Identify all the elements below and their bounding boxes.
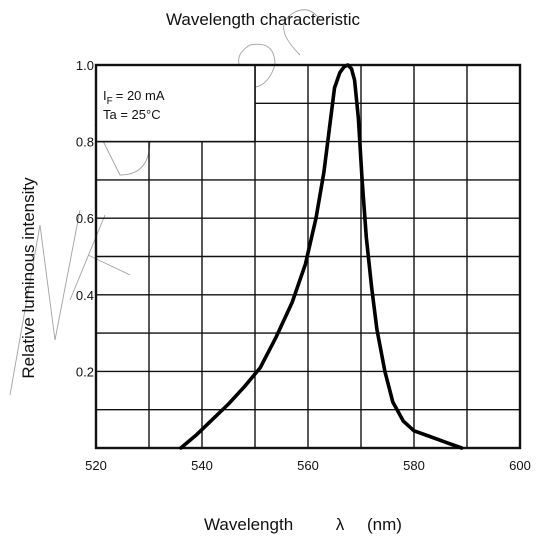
x-axis-unit: (nm)	[367, 515, 402, 534]
series-line	[179, 63, 464, 450]
x-tick-label: 580	[403, 458, 425, 473]
y-axis-label: Relative luminous intensity	[19, 177, 38, 379]
x-axis-label: Wavelength	[204, 515, 293, 534]
x-tick-label: 540	[191, 458, 213, 473]
plot-frame	[94, 63, 522, 450]
x-tick-label: 600	[509, 458, 531, 473]
y-tick-label: 0.2	[76, 364, 94, 379]
chart-title: Wavelength characteristic	[166, 10, 361, 29]
x-axis-symbol: λ	[336, 515, 345, 534]
x-tick-labels: 520 540 560 580 600	[85, 458, 531, 473]
y-tick-label: 0.6	[76, 211, 94, 226]
y-tick-label: 0.4	[76, 288, 94, 303]
conditions-box	[95, 64, 256, 143]
current-condition: IF = 20 mA	[103, 88, 165, 107]
x-tick-label: 520	[85, 458, 107, 473]
x-tick-label: 560	[297, 458, 319, 473]
temperature-condition: Ta = 25°C	[103, 107, 161, 122]
y-tick-label: 1.0	[76, 58, 94, 73]
y-tick-labels: 0.2 0.4 0.6 0.8 1.0	[76, 58, 94, 379]
y-tick-label: 0.8	[76, 135, 94, 150]
